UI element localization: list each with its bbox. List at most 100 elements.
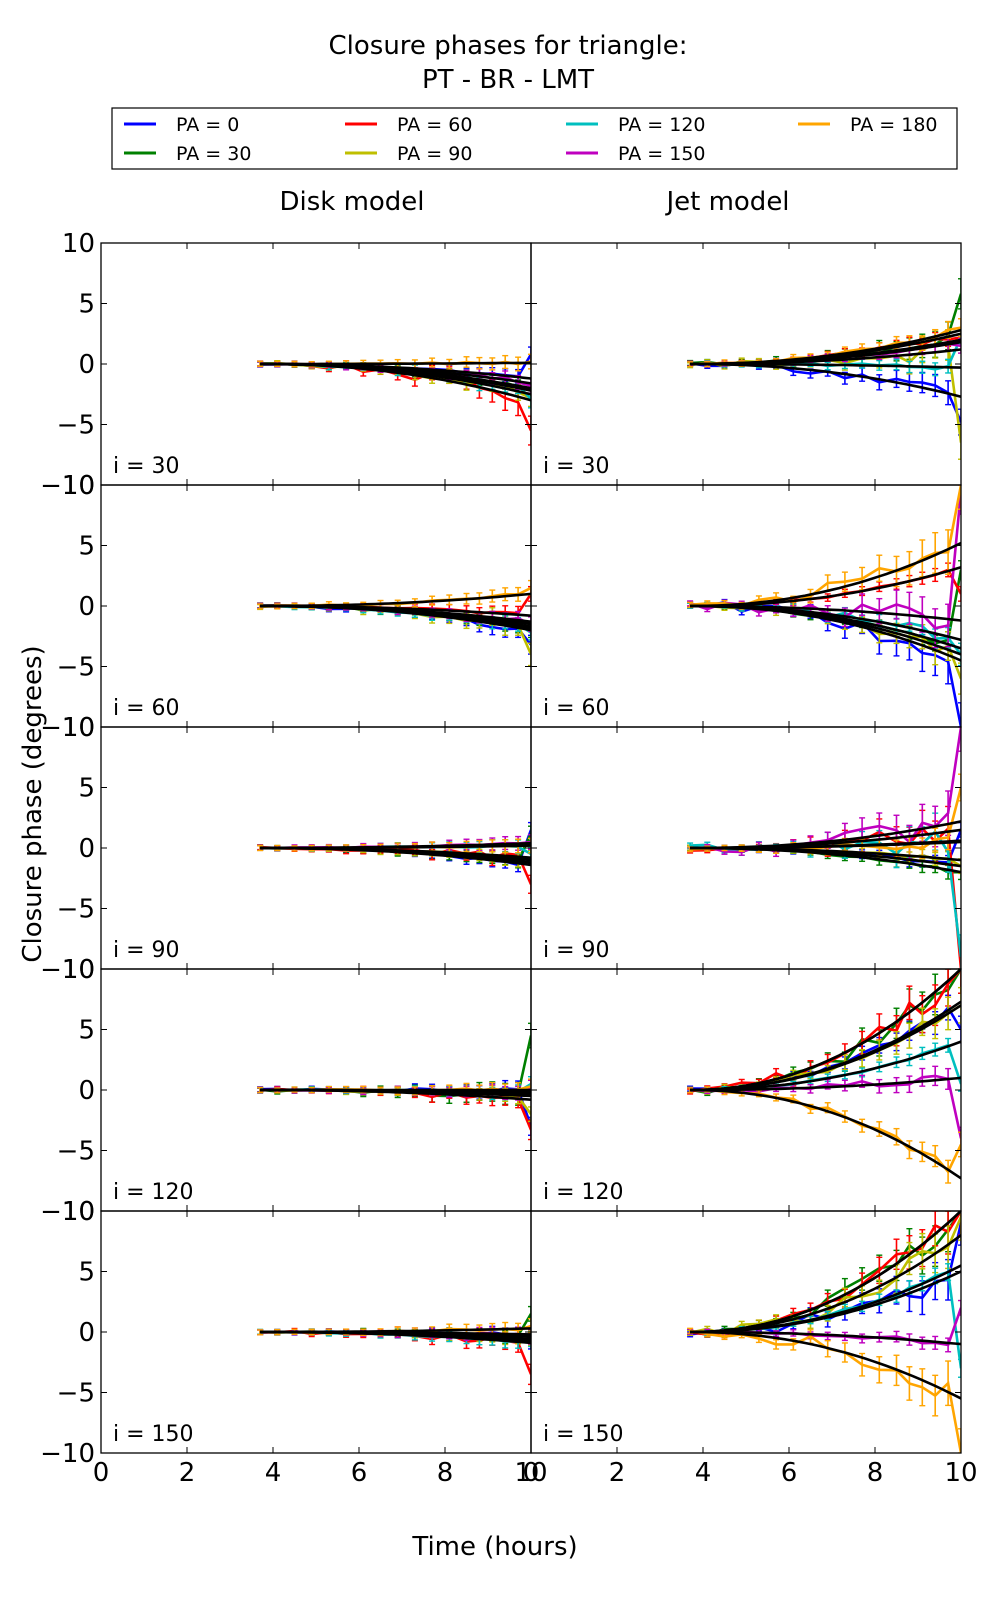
legend-label: PA = 90 [397,143,472,165]
y-tick-label: 5 [78,1258,95,1288]
model-curve-0 [690,1000,961,1092]
y-tick-label: 0 [78,350,95,380]
y-tick-label: 10 [62,955,95,985]
y-tick-label: 10 [62,471,95,501]
model-curve-4 [690,1264,961,1334]
panel-plot-area [687,1211,961,1453]
model-curve-6 [690,1330,961,1400]
y-tick-label: −10 [40,1439,95,1469]
panel-plot-area [257,821,531,894]
model-curve-6 [260,592,531,608]
x-tick-label: 2 [179,1458,196,1488]
model-curve-5 [690,604,961,622]
inclination-label: i = 60 [543,696,610,721]
y-axis-label: Closure phase (degrees) [18,645,48,962]
inclination-label: i = 60 [113,696,180,721]
panel-disk-i30: −10 −5 0 5 10 i = 30 [40,229,532,501]
model-curve-6 [690,1088,961,1180]
legend-label: PA = 150 [618,143,706,165]
y-tick-label: −10 [40,1197,95,1227]
model-curve-6 [690,840,961,850]
y-tick-label: 0 [78,592,95,622]
figure-title: Closure phases for triangle: [329,31,688,61]
inclination-label: i = 30 [113,454,180,479]
figure-subtitle: PT - BR - LMT [422,65,594,95]
column-title-jet: Jet model [664,187,789,217]
y-tick-label: −5 [57,1379,95,1409]
y-tick-label: −10 [40,955,95,985]
panel-plot-area [687,278,961,460]
panel-plot-area [257,579,531,667]
legend-item-150: PA = 150 [566,143,706,165]
panel-plot-area [687,969,961,1184]
y-tick-label: 10 [62,713,95,743]
data-series-pa180 [690,1088,961,1175]
model-curve-6 [690,541,961,608]
legend: PA = 0 PA = 30 PA = 60 PA = 90 PA = 120 PA = … [111,107,958,170]
panel-plot-area [257,1022,531,1141]
legend-label: PA = 120 [618,114,706,136]
legend-item-180: PA = 180 [798,114,938,136]
y-tick-label: 0 [78,1076,95,1106]
y-tick-label: 10 [62,1197,95,1227]
model-curve-0 [690,362,961,398]
panel-disk-i60: −10 −5 0 5 10 i = 60 [40,471,532,743]
x-axis-label: Time (hours) [411,1532,577,1562]
data-series-pa0 [690,600,961,727]
panel-plot-area [257,1305,531,1386]
x-tick-label: 0 [93,1458,110,1488]
y-tick-label: 0 [78,834,95,864]
y-tick-label: −5 [57,653,95,683]
panel-jet-i30: i = 30 [530,242,962,486]
y-tick-label: −10 [40,471,95,501]
inclination-label: i = 150 [113,1422,194,1447]
x-tick-label: 8 [437,1458,454,1488]
inclination-label: i = 30 [543,454,610,479]
legend-item-90: PA = 90 [345,143,472,165]
legend-label: PA = 180 [850,114,938,136]
panel-plot-area [687,727,961,969]
x-tick-label: 4 [695,1458,712,1488]
inclination-label: i = 120 [543,1180,624,1205]
column-title-disk: Disk model [279,187,424,217]
x-tick-label: 4 [265,1458,282,1488]
panel-plot-area [257,346,531,446]
inclination-label: i = 150 [543,1422,624,1447]
y-tick-label: 0 [78,1318,95,1348]
x-tick-label: 0 [523,1458,540,1488]
panel-plot-area [687,485,961,727]
data-series-pa180 [689,485,961,608]
y-tick-label: −10 [40,713,95,743]
model-curve-6 [690,328,961,366]
panel-disk-i90: −10 −5 0 5 10 i = 90 [40,713,532,985]
y-tick-label: 5 [78,532,95,562]
model-curve-5 [690,1076,961,1092]
panel-jet-i60: i = 60 [530,484,962,728]
model-curve-6 [260,843,531,850]
y-tick-label: 10 [62,229,95,259]
panel-disk-i120: −10 −5 0 5 10 i = 120 [40,955,532,1227]
x-tick-label: 6 [351,1458,368,1488]
legend-item-60: PA = 60 [345,114,472,136]
panel-jet-i120: i = 120 [530,968,962,1212]
model-curve-2 [690,566,961,608]
legend-label: PA = 30 [176,143,251,165]
y-tick-label: −5 [57,1137,95,1167]
inclination-label: i = 90 [543,938,610,963]
y-tick-label: 5 [78,1016,95,1046]
legend-label: PA = 60 [397,114,472,136]
panel-jet-i90: i = 90 [530,726,962,970]
model-curve-6 [260,361,531,366]
x-tick-label: 8 [867,1458,884,1488]
inclination-label: i = 90 [113,938,180,963]
x-tick-label: 10 [514,1458,547,1488]
legend-label: PA = 0 [176,114,239,136]
y-tick-label: 5 [78,290,95,320]
legend-frame [111,107,958,170]
legend-item-120: PA = 120 [566,114,706,136]
y-tick-label: −5 [57,411,95,441]
inclination-label: i = 120 [113,1180,194,1205]
y-tick-label: 5 [78,774,95,804]
